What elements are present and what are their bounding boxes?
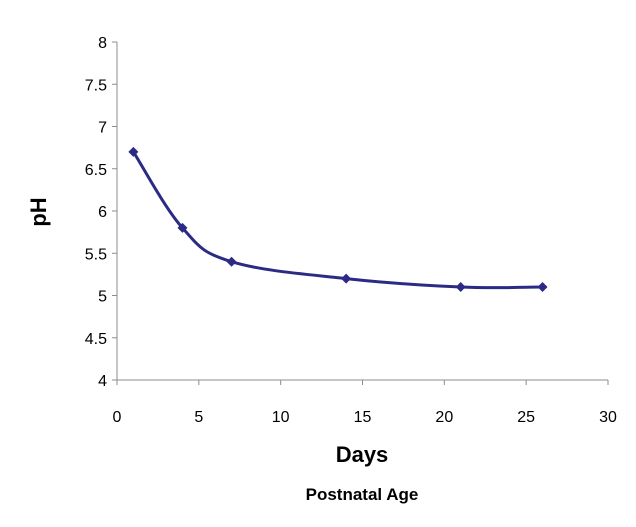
x-axis-title: Days [336, 442, 389, 467]
y-tick-label: 7 [98, 120, 107, 137]
x-tick-label: 15 [354, 409, 372, 426]
y-tick-label: 6 [98, 204, 107, 221]
x-axis-subtitle: Postnatal Age [306, 485, 419, 504]
y-tick-label: 4 [98, 373, 107, 390]
series-line [131, 150, 545, 290]
y-tick-label: 5.5 [85, 246, 107, 263]
data-point-marker [226, 256, 237, 267]
y-axis-title: pH [26, 197, 51, 226]
y-tick-label: 8 [98, 35, 107, 52]
x-tick-label: 30 [599, 409, 617, 426]
x-ticks: 0 5 10 15 20 25 30 [113, 380, 617, 426]
x-tick-label: 5 [194, 409, 203, 426]
y-tick-label: 4.5 [85, 331, 107, 348]
x-tick-label: 0 [113, 409, 122, 426]
y-tick-label: 7.5 [85, 77, 107, 94]
x-tick-label: 10 [272, 409, 290, 426]
y-tick-label: 6.5 [85, 162, 107, 179]
data-point-marker [128, 146, 139, 157]
data-point-marker [177, 222, 188, 233]
data-point-marker [455, 282, 466, 293]
x-tick-label: 20 [435, 409, 453, 426]
y-ticks: 4 4.5 5 5.5 6 6.5 7 7.5 8 [85, 35, 117, 390]
x-tick-label: 25 [517, 409, 535, 426]
data-point-marker [341, 273, 352, 284]
data-point-marker [537, 282, 548, 293]
y-tick-label: 5 [98, 289, 107, 306]
series-layer [128, 146, 548, 293]
